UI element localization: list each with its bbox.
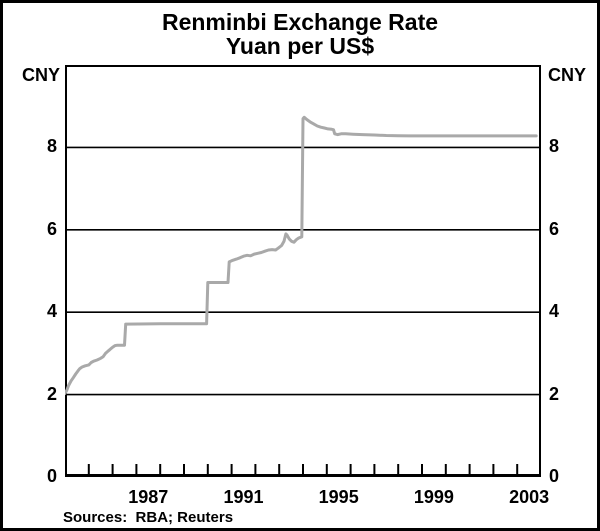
y-axis-tick-label-right: 6 (549, 218, 560, 239)
x-axis-year-label: 1995 (318, 487, 359, 507)
x-axis-year-label: 1999 (413, 487, 454, 507)
y-axis-tick-label-right: 4 (549, 301, 560, 322)
sources-note: Sources: RBA; Reuters (63, 509, 234, 526)
y-axis-tick-label-right: 8 (549, 136, 560, 157)
x-axis-year-label: 2003 (509, 487, 550, 507)
x-axis-year-label: 1987 (128, 487, 169, 507)
y-axis-tick-label-left: 6 (46, 218, 57, 239)
y-axis-tick-label-right: 0 (549, 466, 560, 486)
y-axis-unit-right: CNY (548, 65, 587, 85)
y-axis-tick-label-left: 8 (46, 136, 57, 157)
chart-title-line1: Renminbi Exchange Rate (161, 9, 439, 35)
y-axis-unit-left: CNY (22, 65, 61, 85)
chart-title-line2: Yuan per US$ (225, 33, 375, 59)
y-axis-tick-label-right: 2 (549, 383, 560, 404)
plot-svg (63, 65, 541, 477)
x-axis-year-label: 1991 (223, 487, 264, 507)
y-axis-tick-label-left: 2 (46, 383, 57, 404)
exchange-rate-line (63, 115, 538, 395)
y-axis-tick-label-left: 0 (46, 466, 57, 486)
chart-title: Renminbi Exchange Rate Yuan per US$ (3, 10, 597, 58)
y-axis-tick-label-left: 4 (46, 301, 57, 322)
plot-area (63, 65, 541, 477)
